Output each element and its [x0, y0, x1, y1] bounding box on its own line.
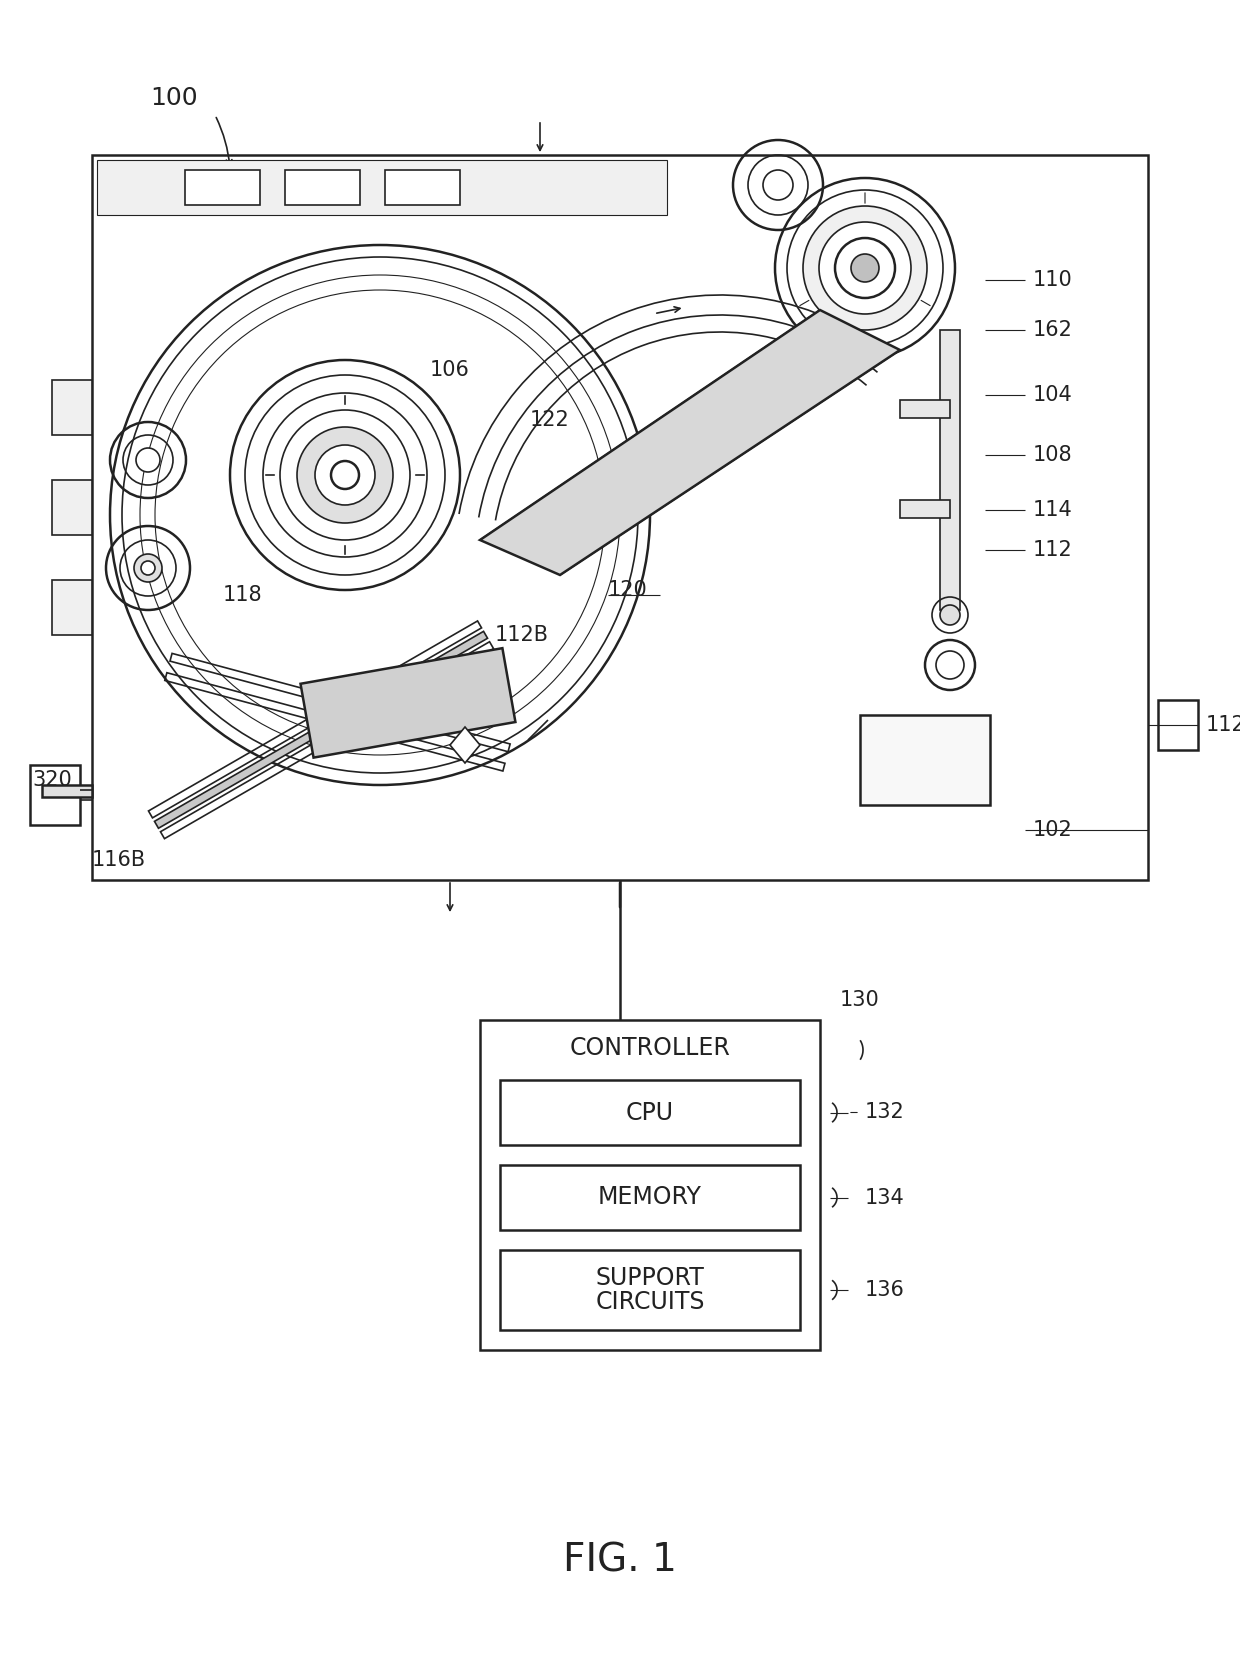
Circle shape	[141, 562, 155, 575]
Bar	[52, 480, 92, 535]
Bar	[285, 170, 360, 204]
Bar	[30, 765, 81, 824]
Text: FIG. 1: FIG. 1	[563, 1541, 677, 1579]
Text: 136: 136	[866, 1280, 905, 1300]
Text: 112: 112	[1033, 540, 1073, 560]
Text: 162: 162	[1033, 321, 1073, 341]
Text: CIRCUITS: CIRCUITS	[595, 1290, 704, 1315]
Circle shape	[298, 427, 393, 524]
Bar	[92, 155, 1148, 879]
Circle shape	[818, 223, 911, 314]
Polygon shape	[480, 311, 900, 575]
Text: 116A: 116A	[455, 658, 510, 678]
Circle shape	[136, 449, 160, 472]
Circle shape	[804, 206, 928, 331]
Text: 122: 122	[529, 411, 569, 430]
Circle shape	[315, 445, 374, 505]
Text: 130: 130	[839, 991, 879, 1010]
Text: SUPPORT: SUPPORT	[595, 1266, 704, 1290]
Text: 104: 104	[1033, 386, 1073, 406]
Bar	[185, 170, 260, 204]
Circle shape	[936, 652, 963, 680]
Text: MEMORY: MEMORY	[598, 1185, 702, 1210]
Circle shape	[935, 741, 955, 761]
Bar	[170, 653, 510, 751]
Circle shape	[835, 238, 895, 297]
Bar	[155, 632, 487, 828]
Circle shape	[851, 254, 879, 283]
Text: 106: 106	[430, 361, 470, 381]
Bar	[500, 1250, 800, 1330]
Text: 100: 100	[150, 86, 197, 110]
Bar	[165, 673, 505, 771]
Bar	[42, 784, 92, 798]
Text: 114: 114	[1033, 500, 1073, 520]
Circle shape	[940, 605, 960, 625]
Bar	[384, 170, 460, 204]
Bar	[900, 401, 950, 419]
Text: 110: 110	[1033, 269, 1073, 289]
Text: 112A: 112A	[1207, 715, 1240, 735]
Bar	[480, 1020, 820, 1350]
Text: 120: 120	[608, 580, 647, 600]
Bar	[940, 331, 960, 610]
Bar	[149, 622, 481, 818]
Text: 116: 116	[415, 690, 455, 710]
Text: 108: 108	[1033, 445, 1073, 465]
Bar	[160, 642, 494, 839]
Bar	[52, 381, 92, 435]
Text: 102: 102	[1033, 819, 1073, 839]
Bar	[52, 580, 92, 635]
Bar	[900, 500, 950, 519]
Text: CONTROLLER: CONTROLLER	[569, 1035, 730, 1060]
Text: 320: 320	[32, 770, 72, 789]
Polygon shape	[450, 726, 480, 763]
Text: 118: 118	[223, 585, 263, 605]
Bar	[500, 1165, 800, 1230]
Bar	[500, 1080, 800, 1145]
Text: 134: 134	[866, 1188, 905, 1208]
Bar	[1158, 700, 1198, 750]
Text: 116B: 116B	[92, 849, 146, 869]
Circle shape	[331, 460, 360, 489]
Text: 132: 132	[866, 1102, 905, 1122]
Polygon shape	[300, 648, 516, 758]
Bar	[97, 160, 667, 214]
Text: 112B: 112B	[495, 625, 549, 645]
Bar	[861, 715, 990, 804]
Text: CPU: CPU	[626, 1100, 675, 1125]
Circle shape	[134, 553, 162, 582]
